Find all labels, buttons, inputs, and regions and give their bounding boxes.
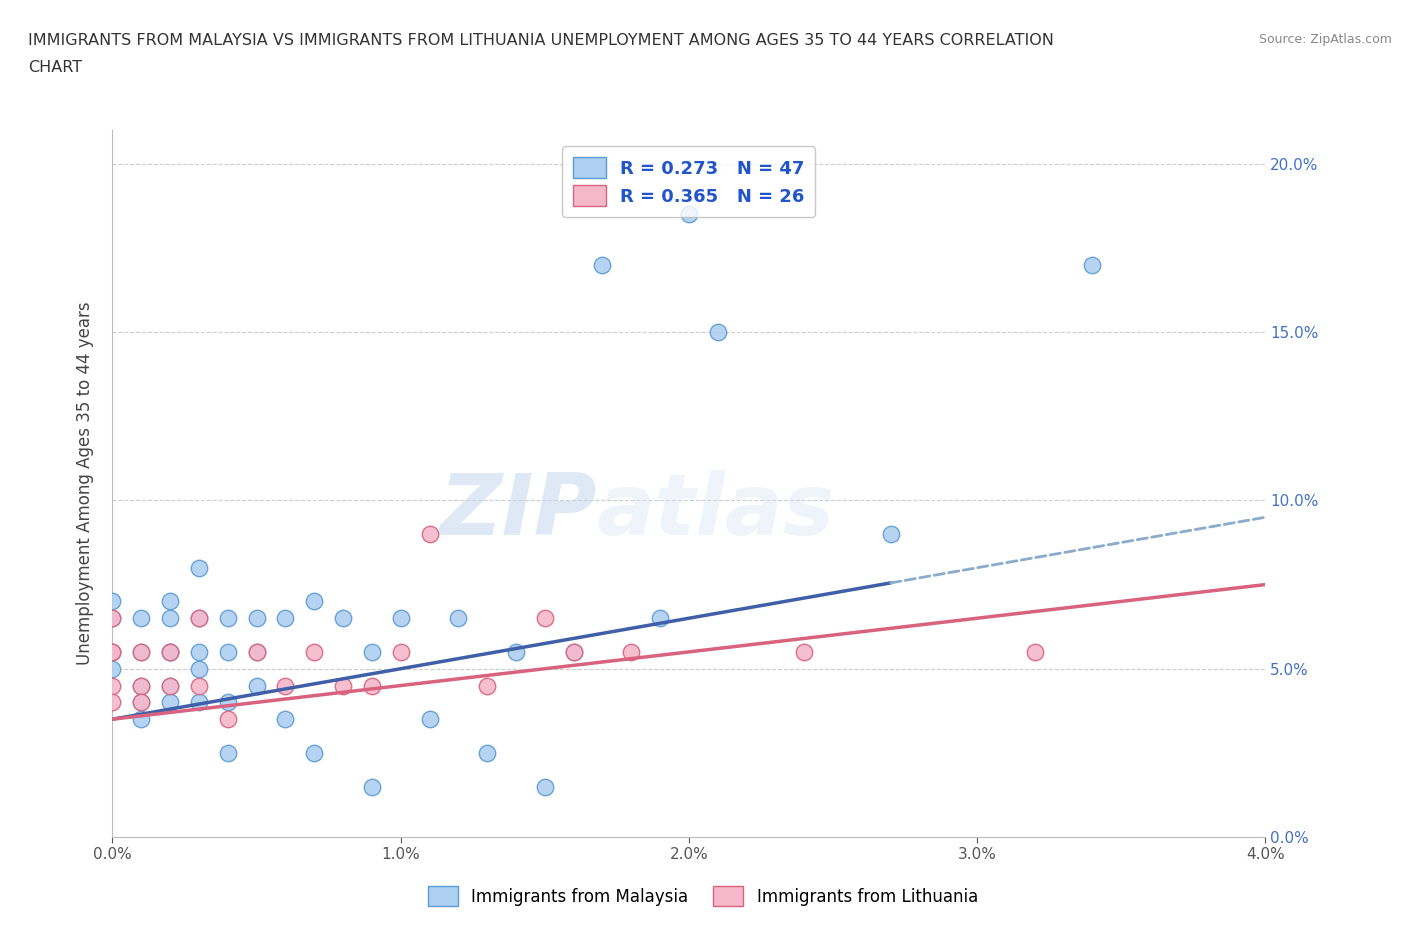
Point bbox=[475, 746, 498, 761]
Point bbox=[159, 611, 181, 626]
Point bbox=[360, 644, 382, 659]
Point bbox=[101, 644, 124, 659]
Point bbox=[648, 611, 672, 626]
Point bbox=[101, 644, 124, 659]
Point bbox=[101, 644, 124, 659]
Point bbox=[159, 695, 181, 710]
Point bbox=[188, 678, 211, 693]
Point bbox=[129, 695, 153, 710]
Point bbox=[245, 678, 267, 693]
Point bbox=[245, 644, 267, 659]
Point bbox=[332, 611, 354, 626]
Text: Source: ZipAtlas.com: Source: ZipAtlas.com bbox=[1258, 33, 1392, 46]
Point bbox=[304, 594, 326, 609]
Point bbox=[159, 678, 181, 693]
Text: atlas: atlas bbox=[596, 471, 835, 553]
Point bbox=[129, 711, 153, 726]
Point bbox=[389, 611, 412, 626]
Point bbox=[188, 560, 211, 575]
Point bbox=[419, 526, 441, 541]
Point bbox=[159, 644, 181, 659]
Point bbox=[188, 661, 211, 676]
Point bbox=[304, 746, 326, 761]
Point bbox=[562, 644, 585, 659]
Point bbox=[562, 644, 585, 659]
Point bbox=[707, 325, 730, 339]
Point bbox=[360, 779, 382, 794]
Point bbox=[188, 611, 211, 626]
Point bbox=[101, 594, 124, 609]
Point bbox=[274, 611, 297, 626]
Point bbox=[101, 611, 124, 626]
Point bbox=[159, 644, 181, 659]
Point bbox=[274, 711, 297, 726]
Point bbox=[101, 611, 124, 626]
Point bbox=[620, 644, 643, 659]
Point bbox=[129, 611, 153, 626]
Point bbox=[129, 644, 153, 659]
Point bbox=[101, 695, 124, 710]
Point bbox=[217, 711, 239, 726]
Point bbox=[419, 711, 441, 726]
Point bbox=[332, 678, 354, 693]
Point bbox=[188, 611, 211, 626]
Point bbox=[475, 678, 498, 693]
Point bbox=[245, 644, 267, 659]
Point bbox=[101, 661, 124, 676]
Point bbox=[793, 644, 815, 659]
Text: ZIP: ZIP bbox=[439, 471, 596, 553]
Point bbox=[159, 678, 181, 693]
Legend: Immigrants from Malaysia, Immigrants from Lithuania: Immigrants from Malaysia, Immigrants fro… bbox=[422, 880, 984, 912]
Point bbox=[129, 678, 153, 693]
Legend: R = 0.273   N = 47, R = 0.365   N = 26: R = 0.273 N = 47, R = 0.365 N = 26 bbox=[562, 146, 815, 217]
Point bbox=[880, 526, 903, 541]
Point bbox=[1024, 644, 1046, 659]
Point bbox=[188, 644, 211, 659]
Point bbox=[678, 206, 700, 221]
Point bbox=[447, 611, 470, 626]
Point bbox=[188, 695, 211, 710]
Point bbox=[304, 644, 326, 659]
Point bbox=[101, 678, 124, 693]
Y-axis label: Unemployment Among Ages 35 to 44 years: Unemployment Among Ages 35 to 44 years bbox=[76, 302, 94, 665]
Point bbox=[129, 644, 153, 659]
Text: IMMIGRANTS FROM MALAYSIA VS IMMIGRANTS FROM LITHUANIA UNEMPLOYMENT AMONG AGES 35: IMMIGRANTS FROM MALAYSIA VS IMMIGRANTS F… bbox=[28, 33, 1054, 47]
Point bbox=[360, 678, 382, 693]
Point bbox=[217, 611, 239, 626]
Point bbox=[217, 644, 239, 659]
Point bbox=[533, 611, 555, 626]
Point bbox=[389, 644, 412, 659]
Point bbox=[217, 746, 239, 761]
Point bbox=[129, 695, 153, 710]
Point bbox=[1081, 258, 1104, 272]
Point bbox=[217, 695, 239, 710]
Text: CHART: CHART bbox=[28, 60, 82, 75]
Point bbox=[505, 644, 527, 659]
Point bbox=[159, 594, 181, 609]
Point bbox=[274, 678, 297, 693]
Point bbox=[159, 644, 181, 659]
Point bbox=[245, 611, 267, 626]
Point bbox=[592, 258, 614, 272]
Point bbox=[533, 779, 555, 794]
Point bbox=[129, 678, 153, 693]
